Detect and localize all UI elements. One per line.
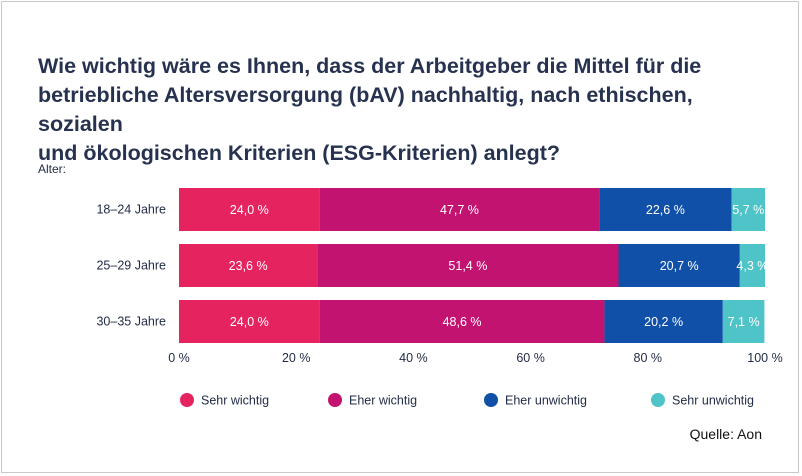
- bar-segment: [319, 188, 600, 231]
- bar-segment: [179, 300, 320, 343]
- data-label: 23,6 %: [229, 259, 268, 273]
- title-line: betriebliche Altersversorgung (bAV) nach…: [38, 83, 693, 136]
- bar-segment: [739, 244, 765, 287]
- legend-label: Sehr wichtig: [201, 394, 269, 408]
- bar-segment: [731, 188, 765, 231]
- bar-segment: [319, 300, 605, 343]
- legend-marker: [651, 393, 665, 407]
- category-label: 30–35 Jahre: [96, 315, 166, 329]
- title-line: Wie wichtig wäre es Ihnen, dass der Arbe…: [38, 54, 702, 78]
- x-tick-label: 100 %: [747, 351, 782, 365]
- bar-segment: [722, 300, 765, 343]
- data-label: 24,0 %: [230, 315, 269, 329]
- x-tick-label: 60 %: [516, 351, 545, 365]
- group-label: Alter:: [38, 162, 66, 176]
- data-label: 4,3 %: [736, 259, 768, 273]
- x-tick-label: 40 %: [399, 351, 428, 365]
- legend-marker: [328, 393, 342, 407]
- data-label: 22,6 %: [646, 203, 685, 217]
- category-label: 18–24 Jahre: [96, 203, 166, 217]
- bar-segment: [618, 244, 740, 287]
- x-tick-label: 20 %: [282, 351, 311, 365]
- bar-segment: [179, 244, 318, 287]
- legend-marker: [180, 393, 194, 407]
- legend-label: Eher wichtig: [349, 394, 417, 408]
- data-label: 5,7 %: [732, 203, 764, 217]
- chart-title: Wie wichtig wäre es Ihnen, dass der Arbe…: [38, 52, 778, 168]
- data-label: 20,2 %: [644, 315, 683, 329]
- bar-segment: [599, 188, 732, 231]
- data-label: 24,0 %: [230, 203, 269, 217]
- data-label: 48,6 %: [443, 315, 482, 329]
- data-label: 20,7 %: [660, 259, 699, 273]
- bar-segment: [604, 300, 723, 343]
- x-tick-label: 0 %: [168, 351, 190, 365]
- legend-marker: [484, 393, 498, 407]
- title-line: und ökologischen Kriterien (ESG-Kriterie…: [38, 141, 561, 165]
- data-label: 47,7 %: [440, 203, 479, 217]
- bar-segment: [179, 188, 320, 231]
- data-label: 7,1 %: [728, 315, 760, 329]
- x-tick-label: 80 %: [634, 351, 663, 365]
- category-label: 25–29 Jahre: [96, 259, 166, 273]
- source-note: Quelle: Aon: [689, 426, 762, 442]
- data-label: 51,4 %: [448, 259, 487, 273]
- legend-label: Eher unwichtig: [505, 394, 587, 408]
- legend-label: Sehr unwichtig: [672, 394, 754, 408]
- bar-segment: [317, 244, 619, 287]
